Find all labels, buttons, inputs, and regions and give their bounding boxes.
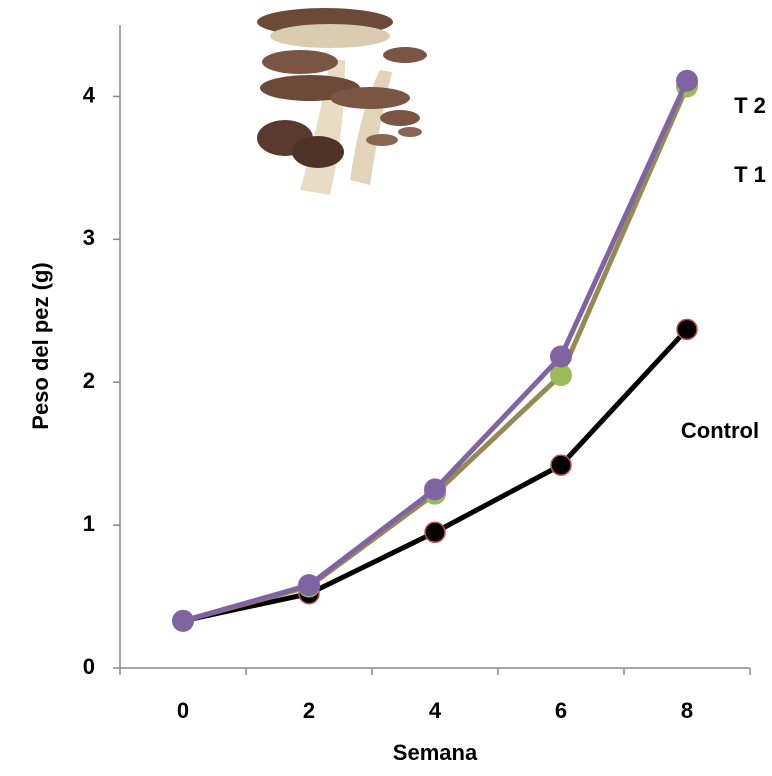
data-point — [424, 478, 446, 501]
data-point — [676, 69, 698, 92]
x-tick-label: 0 — [177, 698, 189, 723]
x-tick-label: 2 — [303, 698, 315, 723]
y-tick-label: 4 — [83, 82, 96, 107]
data-point — [550, 345, 572, 368]
y-tick-label: 2 — [83, 368, 95, 393]
x-tick-label: 6 — [555, 698, 567, 723]
series-label: T 1 — [734, 162, 766, 187]
data-point — [172, 609, 194, 632]
x-tick-label: 8 — [681, 698, 693, 723]
data-point — [424, 521, 446, 544]
series-label: Control — [681, 418, 759, 443]
data-point — [298, 574, 320, 597]
x-tick-label: 4 — [429, 698, 442, 723]
y-tick-label: 1 — [83, 511, 95, 536]
data-point — [676, 318, 698, 341]
series-label: T 2 — [734, 93, 766, 118]
x-axis-label: Semana — [393, 740, 478, 765]
y-axis-label: Peso del pez (g) — [28, 262, 53, 429]
y-tick-label: 3 — [83, 225, 95, 250]
series-line — [182, 327, 689, 624]
y-tick-label: 0 — [83, 654, 95, 679]
mushroom-illustration — [257, 8, 427, 195]
data-point — [550, 454, 572, 476]
data-point — [550, 364, 572, 387]
